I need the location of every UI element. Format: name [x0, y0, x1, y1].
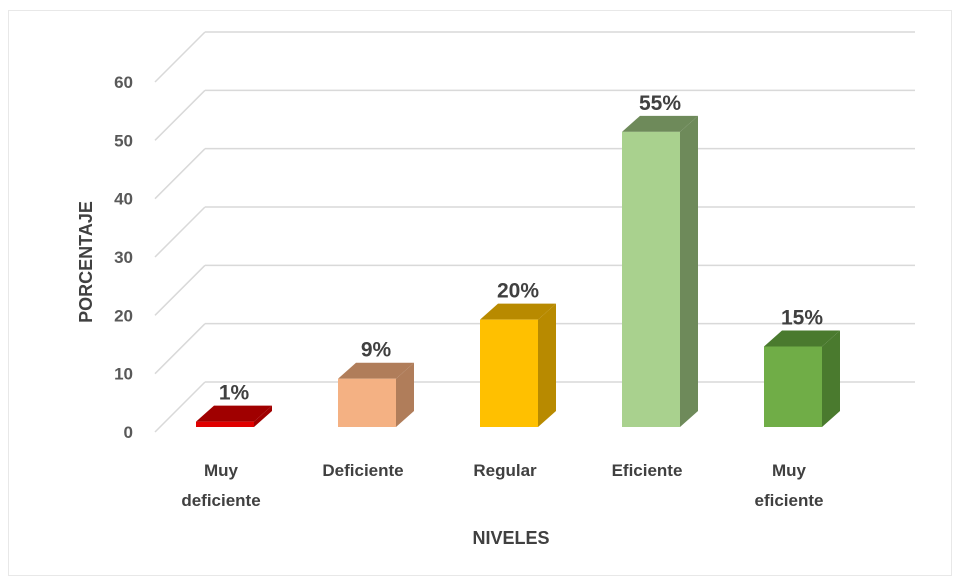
bar-top — [196, 405, 272, 422]
bar-front — [764, 346, 822, 427]
data-label: 55% — [639, 92, 681, 115]
bar-side — [538, 303, 556, 427]
data-label: 15% — [781, 307, 823, 330]
bar-top — [764, 330, 840, 347]
y-tick-label: 40 — [114, 190, 133, 209]
gridline-depth — [154, 264, 206, 316]
x-category-label: Deficiente — [322, 461, 403, 480]
y-tick-label: 60 — [114, 73, 133, 92]
y-axis-title: PORCENTAJE — [76, 201, 96, 323]
bar-side — [254, 405, 272, 427]
y-tick-label: 0 — [124, 423, 133, 442]
bar-side — [680, 115, 698, 427]
x-category-labels: Muy deficiente Deficiente Regular Eficiente M… — [181, 461, 823, 510]
gridlines — [154, 31, 915, 433]
y-tick-labels: 0 10 20 30 40 50 60 — [114, 73, 133, 442]
bar-front — [480, 319, 538, 427]
chart-frame — [8, 10, 952, 576]
x-category-label: Regular — [473, 461, 537, 480]
bar-front — [622, 131, 680, 428]
bar-top — [622, 115, 698, 132]
gridline-depth — [154, 323, 206, 375]
gridline-depth — [154, 206, 206, 258]
y-tick-label: 30 — [114, 248, 133, 267]
bar — [622, 115, 698, 428]
bar — [480, 303, 556, 427]
gridline-depth — [154, 381, 206, 433]
y-tick-label: 20 — [114, 306, 133, 325]
y-tick-label: 50 — [114, 131, 133, 150]
gridline-depth — [154, 31, 206, 83]
bar-side — [396, 362, 414, 427]
data-labels: 1% 9% 20% 55% 15% — [219, 92, 824, 405]
gridline-depth — [154, 148, 206, 200]
bar-top — [338, 362, 414, 379]
x-category-label: Muy deficiente — [181, 461, 260, 510]
bars — [196, 115, 840, 428]
bar — [764, 330, 840, 427]
bar-front — [196, 421, 254, 427]
data-label: 20% — [497, 280, 539, 303]
bar — [338, 362, 414, 427]
bar-side — [822, 330, 840, 427]
bar-top — [480, 303, 556, 320]
bar-front — [338, 378, 396, 427]
bar — [196, 405, 272, 427]
x-category-label: Eficiente — [612, 461, 683, 480]
x-category-label: Muy eficiente — [755, 461, 824, 510]
data-label: 1% — [219, 382, 250, 405]
gridline-depth — [154, 89, 206, 141]
x-axis-title: NIVELES — [472, 528, 549, 548]
y-tick-label: 10 — [114, 365, 133, 384]
data-label: 9% — [361, 339, 392, 362]
